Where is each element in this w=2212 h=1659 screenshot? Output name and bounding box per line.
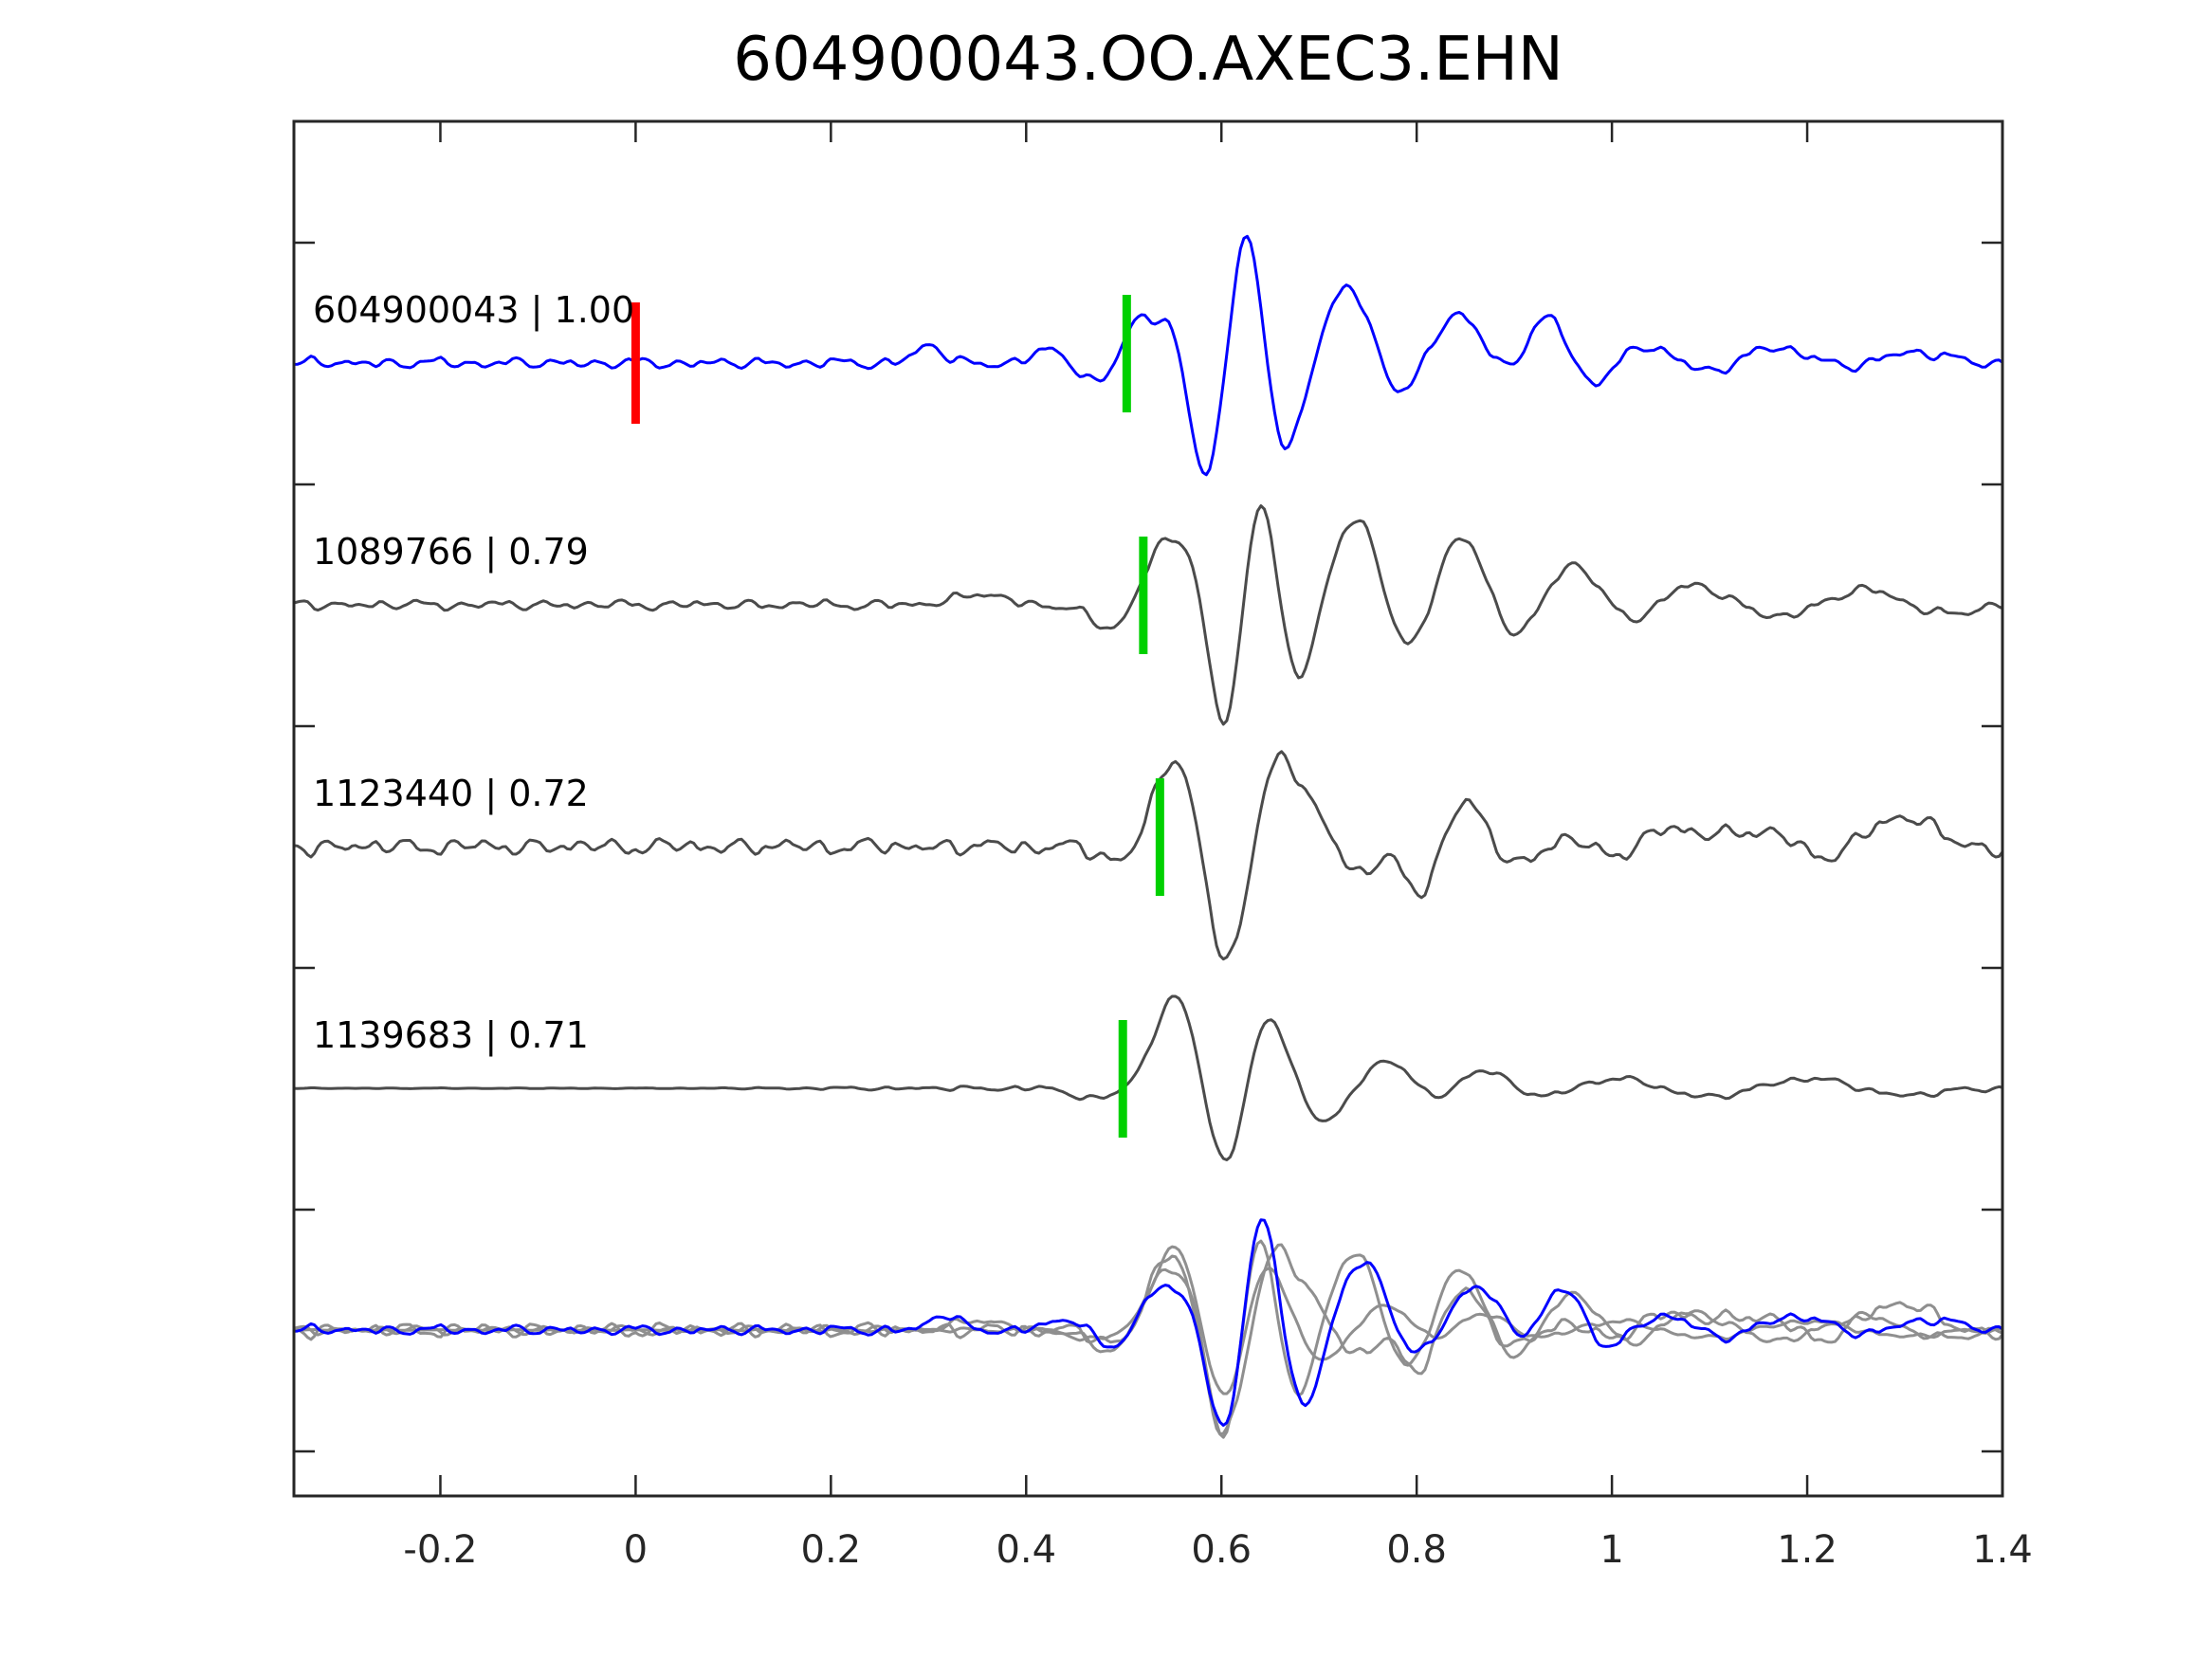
- x-tick-label: 0.6: [1191, 1528, 1252, 1572]
- cc-pick-marker-1139683: [1118, 1020, 1127, 1138]
- trace-label-1089766: 1089766 | 0.79: [313, 531, 589, 574]
- figure-title: 604900043.OO.AXEC3.EHN: [733, 25, 1563, 95]
- x-tick-label: 0.2: [801, 1528, 862, 1572]
- x-tick-label: 1.2: [1777, 1528, 1837, 1572]
- waveform-trace-1139683: [294, 994, 2002, 1161]
- cc-pick-marker-1089766: [1139, 537, 1148, 654]
- x-tick-label: 0: [624, 1528, 648, 1572]
- cc-pick-marker-604900043: [1122, 295, 1131, 412]
- trace-label-1139683: 1139683 | 0.71: [313, 1014, 589, 1057]
- x-tick-label: -0.2: [403, 1528, 477, 1572]
- traces-group: [294, 234, 2002, 1439]
- origin-pick-marker-604900043: [631, 302, 640, 424]
- overlay-trace-1089766: [294, 1239, 2002, 1439]
- trace-label-1123440: 1123440 | 0.72: [313, 773, 589, 815]
- overlay-trace-1123440: [294, 1243, 2002, 1436]
- cc-pick-marker-1123440: [1155, 778, 1164, 896]
- trace-label-604900043: 604900043 | 1.00: [313, 289, 634, 332]
- waveform-trace-604900043: [294, 234, 2002, 477]
- overlay-trace-604900043: [294, 1218, 2002, 1427]
- waveform-trace-1123440: [294, 750, 2002, 961]
- waveform-trace-1089766: [294, 504, 2002, 726]
- x-tick-label: 1.4: [1972, 1528, 2033, 1572]
- x-tick-label: 0.8: [1386, 1528, 1447, 1572]
- axes-frame: [292, 119, 2004, 1498]
- x-tick-label: 1: [1600, 1528, 1623, 1572]
- x-tick-label: 0.4: [996, 1528, 1056, 1572]
- overlay-trace-1139683: [294, 1245, 2002, 1395]
